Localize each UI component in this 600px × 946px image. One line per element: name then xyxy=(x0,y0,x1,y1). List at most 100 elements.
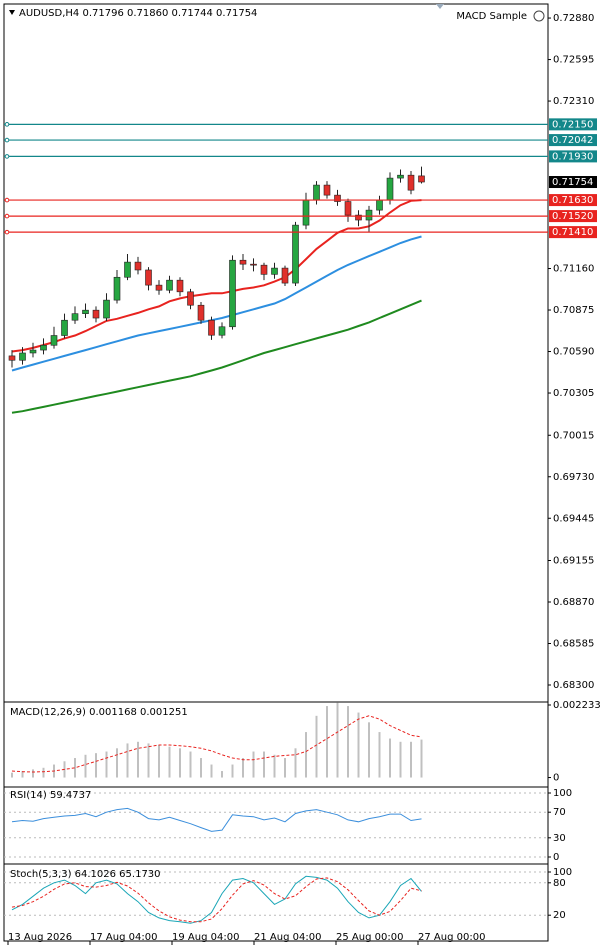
candle-body xyxy=(407,174,415,191)
y-tick-label: 0.002233 xyxy=(553,700,600,711)
y-tick-label: 0.70590 xyxy=(553,347,594,358)
candle-body xyxy=(281,267,289,284)
candle-body xyxy=(8,355,16,361)
candle-body xyxy=(418,175,425,183)
candle-body xyxy=(355,214,362,221)
symbol-info: AUDUSD,H4 0.71796 0.71860 0.71744 0.7175… xyxy=(19,8,257,19)
y-tick-label: 70 xyxy=(553,807,566,818)
y-tick-label: 0.70875 xyxy=(553,305,594,316)
level-label: 0.71930 xyxy=(552,151,593,162)
candle-body xyxy=(92,309,100,319)
x-tick-label: 25 Aug 00:00 xyxy=(336,932,403,943)
frame xyxy=(3,3,549,942)
candle-body xyxy=(29,349,37,354)
candle-body xyxy=(239,259,247,265)
candle-body xyxy=(376,199,383,211)
menu-triangle[interactable] xyxy=(9,10,15,15)
indicator-title: MACD(12,26,9) 0.001168 0.001251 xyxy=(10,707,188,718)
y-tick-label: 0.72595 xyxy=(553,55,594,66)
candle-body xyxy=(302,199,310,226)
candle-body xyxy=(176,279,184,293)
candle-body xyxy=(250,263,257,266)
candle-body xyxy=(103,299,110,319)
level-handle xyxy=(4,229,10,235)
level-handle xyxy=(4,154,10,159)
candle-body xyxy=(229,259,236,328)
candle-body xyxy=(397,174,404,179)
candle-body xyxy=(40,344,47,351)
candle-body xyxy=(113,276,121,301)
y-tick-label: 30 xyxy=(553,833,566,844)
y-tick-label: 0.68870 xyxy=(553,597,594,608)
candle-body xyxy=(386,177,394,201)
indicator-title: Stoch(5,3,3) 64.1026 65.1730 xyxy=(10,869,161,880)
candle-body xyxy=(71,313,79,321)
candle-body xyxy=(313,184,320,201)
level-label-box xyxy=(549,194,597,207)
candle-body xyxy=(208,319,215,336)
candle-body xyxy=(50,335,58,346)
y-tick-label: 100 xyxy=(553,788,572,799)
candle-body xyxy=(365,209,373,221)
x-tick-label: 27 Aug 00:00 xyxy=(418,932,485,943)
indicator-title: RSI(14) 59.4737 xyxy=(10,790,91,801)
level-label-box xyxy=(549,226,597,239)
level-label-box xyxy=(549,118,597,131)
candle-body xyxy=(323,184,331,196)
candle-body xyxy=(134,261,142,271)
y-tick-label: 0.72880 xyxy=(553,13,594,24)
x-tick-label: 21 Aug 04:00 xyxy=(254,932,321,943)
candle-body xyxy=(82,309,89,314)
expert-icon[interactable] xyxy=(533,10,545,22)
candle-body xyxy=(124,261,131,278)
expert-name: MACD Sample xyxy=(456,11,527,22)
stoch-main xyxy=(11,875,422,924)
level-label: 0.71630 xyxy=(552,195,593,206)
candle-body xyxy=(145,269,152,286)
candle-body xyxy=(61,319,68,336)
shift-marker xyxy=(436,4,444,9)
level-handle xyxy=(4,122,10,127)
candle-body xyxy=(166,279,173,291)
candle-body xyxy=(271,267,278,275)
y-tick-label: 0.70015 xyxy=(553,430,594,441)
candle-body xyxy=(155,284,163,291)
x-tick-label: 13 Aug 2026 xyxy=(8,932,72,943)
level-label: 0.71410 xyxy=(552,227,593,238)
level-handle xyxy=(4,137,10,143)
moving-average xyxy=(11,299,422,414)
y-tick-label: 0.69730 xyxy=(553,472,594,483)
stoch-signal xyxy=(11,877,422,923)
rsi-line xyxy=(11,807,422,832)
y-tick-label: 0.72310 xyxy=(553,96,594,107)
last-price-label: 0.71754 xyxy=(552,177,593,188)
last-price-box xyxy=(549,176,597,189)
y-tick-label: 0.68300 xyxy=(553,680,594,691)
candle-body xyxy=(218,326,226,336)
moving-average xyxy=(11,235,422,372)
macd-signal xyxy=(11,715,422,773)
level-handle xyxy=(4,213,10,219)
candle-body xyxy=(260,264,268,275)
x-tick-label: 19 Aug 04:00 xyxy=(172,932,239,943)
moving-average xyxy=(11,199,422,353)
y-tick-label: 0.70305 xyxy=(553,388,594,399)
level-label: 0.72150 xyxy=(552,119,593,130)
y-tick-label: 0.69445 xyxy=(553,513,594,524)
candle-body xyxy=(344,201,352,216)
candle-body xyxy=(187,291,194,306)
x-tick-label: 17 Aug 04:00 xyxy=(90,932,157,943)
y-tick-label: 0.68585 xyxy=(553,638,594,649)
y-tick-label: 100 xyxy=(553,867,572,878)
y-tick-label: 0 xyxy=(553,773,559,784)
candle-body xyxy=(292,224,299,284)
y-tick-label: 80 xyxy=(553,878,566,889)
level-handle xyxy=(4,197,10,203)
level-label-box xyxy=(549,210,597,223)
level-label-box xyxy=(549,134,597,147)
y-tick-label: 0.71160 xyxy=(553,264,594,275)
y-tick-label: 0.69155 xyxy=(553,555,594,566)
level-label: 0.71520 xyxy=(552,211,593,222)
